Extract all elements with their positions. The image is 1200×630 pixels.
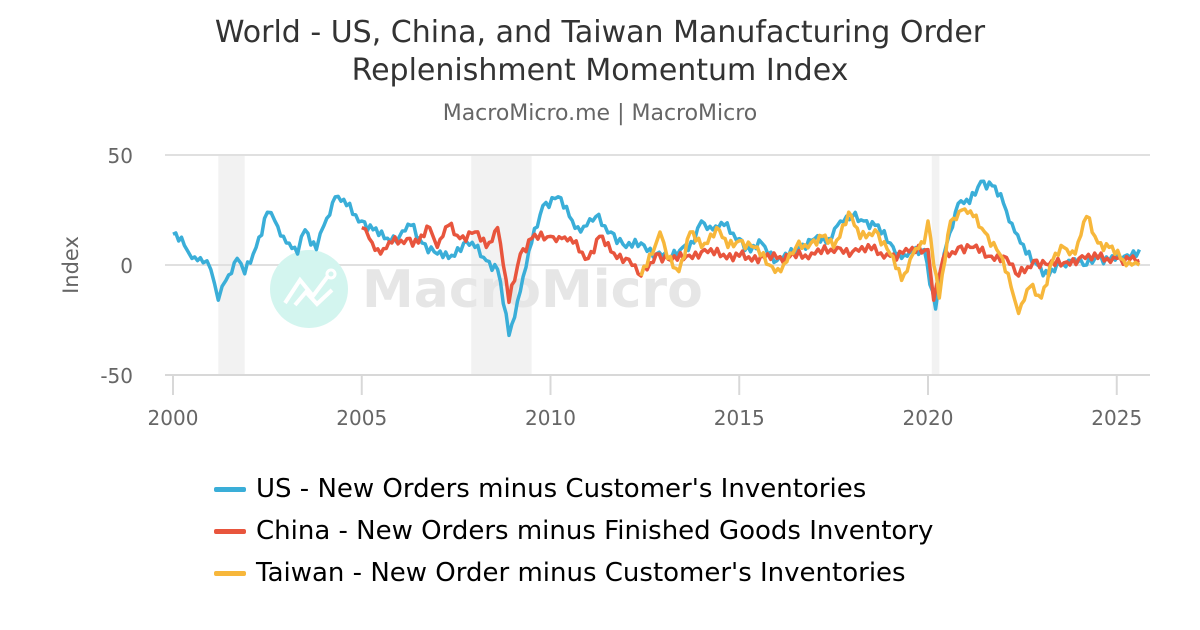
x-tick-label: 2010 bbox=[525, 406, 576, 430]
series-lines bbox=[172, 179, 1141, 338]
legend: US - New Orders minus Customer's Invento… bbox=[214, 468, 933, 594]
chart-subtitle: MacroMicro.me | MacroMicro bbox=[442, 101, 758, 126]
legend-item-us[interactable]: US - New Orders minus Customer's Invento… bbox=[214, 468, 933, 510]
legend-label-us: US - New Orders minus Customer's Invento… bbox=[256, 474, 867, 504]
watermark-text: MacroMicro bbox=[362, 260, 703, 320]
x-tick-label: 2015 bbox=[714, 406, 765, 430]
legend-label-taiwan: Taiwan - New Order minus Customer's Inve… bbox=[256, 558, 906, 588]
line-chart: MacroMicro 50 0 -50 2000 2005 2010 2015 2020 202… bbox=[59, 144, 1150, 430]
legend-swatch-china bbox=[214, 528, 246, 534]
chart-title-line-2: Replenishment Momentum Index bbox=[351, 53, 849, 88]
series-line-1 bbox=[361, 221, 1140, 305]
y-tick-label: 0 bbox=[120, 254, 133, 278]
x-tick-label: 2000 bbox=[148, 406, 199, 430]
y-axis-label: Index bbox=[59, 236, 83, 294]
chart-title-line-1: World - US, China, and Taiwan Manufactur… bbox=[214, 15, 986, 50]
y-tick-label: -50 bbox=[100, 364, 133, 388]
series-line-2 bbox=[639, 207, 1141, 316]
x-tick-label: 2025 bbox=[1091, 406, 1142, 430]
axes: 50 0 -50 2000 2005 2010 2015 2020 2025 bbox=[100, 144, 1142, 430]
series-line-0 bbox=[172, 179, 1141, 338]
legend-item-taiwan[interactable]: Taiwan - New Order minus Customer's Inve… bbox=[214, 552, 933, 594]
legend-label-china: China - New Orders minus Finished Goods … bbox=[256, 516, 934, 546]
chart-title: World - US, China, and Taiwan Manufactur… bbox=[0, 14, 1200, 90]
x-tick-label: 2020 bbox=[903, 406, 954, 430]
legend-swatch-us bbox=[214, 486, 246, 492]
y-tick-label: 50 bbox=[108, 144, 133, 168]
x-tick-label: 2005 bbox=[336, 406, 387, 430]
legend-swatch-taiwan bbox=[214, 570, 246, 576]
legend-item-china[interactable]: China - New Orders minus Finished Goods … bbox=[214, 510, 933, 552]
